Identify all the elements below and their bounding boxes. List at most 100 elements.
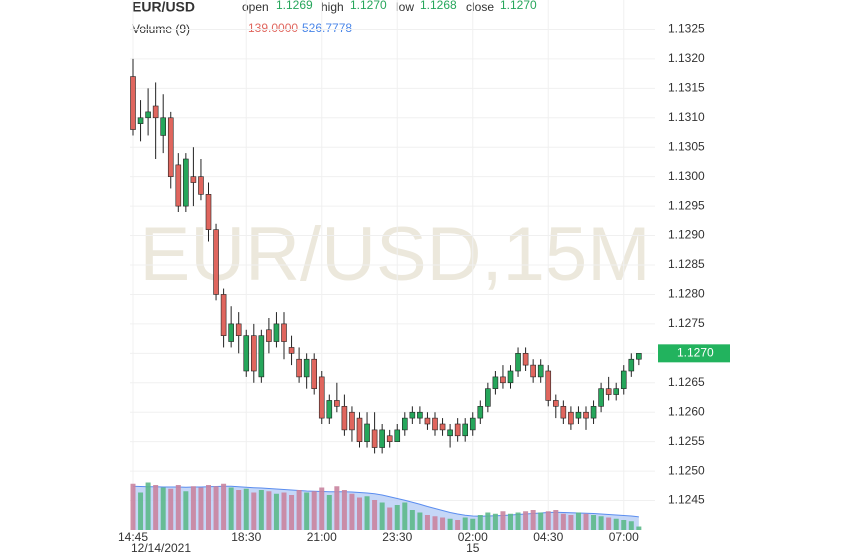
candle-body	[198, 176, 204, 195]
volume-bar	[636, 526, 642, 530]
volume-bar	[402, 502, 408, 530]
volume-bar	[130, 483, 136, 530]
candle-body	[454, 423, 461, 437]
volume-bar	[190, 486, 196, 530]
volume-bar	[311, 491, 317, 530]
candle-body	[537, 364, 544, 378]
last-price-label: 1.1270	[677, 346, 714, 360]
candle-body	[394, 429, 401, 442]
candle-body	[145, 111, 151, 119]
candle-body	[636, 353, 642, 360]
volume-bar	[206, 485, 211, 530]
y-tick-label: 1.1310	[668, 110, 705, 124]
y-tick-label: 1.1325	[668, 22, 705, 36]
x-tick-label: 18:30	[231, 530, 261, 544]
volume-bar	[349, 493, 355, 530]
volume-bar	[628, 521, 634, 530]
candle-body	[175, 164, 182, 207]
chart-title: EUR/USD	[132, 0, 195, 15]
candle-body	[613, 388, 620, 395]
candle-body	[522, 353, 529, 366]
candle-body	[235, 323, 242, 336]
y-tick-label: 1.1275	[668, 316, 705, 330]
volume-bar	[538, 512, 544, 530]
volume-bar	[281, 492, 287, 530]
volume-bar	[153, 485, 159, 530]
volume-bar	[296, 490, 302, 530]
candle-body	[424, 417, 431, 425]
volume-bar	[455, 520, 461, 530]
volume-bar	[357, 497, 362, 530]
candle-body	[364, 423, 370, 442]
candle-body	[296, 358, 302, 378]
candle-body	[190, 176, 197, 183]
candle-body	[220, 294, 227, 336]
header-label: close	[466, 0, 494, 14]
candle-body	[605, 388, 612, 395]
candle-body	[349, 411, 355, 431]
volume-bar	[462, 517, 468, 530]
candle-body	[462, 423, 469, 437]
last-price-tag	[658, 344, 730, 363]
volume-bar	[477, 515, 483, 530]
y-tick-label: 1.1290	[668, 228, 705, 242]
volume-bar	[273, 493, 279, 530]
volume-bar	[326, 495, 332, 530]
y-tick-label: 1.1260	[668, 404, 705, 418]
volume-bar	[175, 485, 181, 530]
y-tick-label: 1.1255	[668, 434, 705, 448]
volume-bar	[364, 496, 370, 530]
candle-body	[228, 323, 234, 342]
volume-bar	[258, 490, 264, 530]
volume-bar	[198, 487, 204, 530]
volume-bar	[387, 507, 393, 530]
volume-ma-value: 526.7778	[302, 21, 352, 35]
candle-body	[251, 335, 257, 372]
candle-body	[628, 358, 635, 372]
candle-body	[379, 429, 385, 448]
candle-body	[492, 376, 499, 389]
volume-bar	[598, 516, 604, 530]
candle-body	[303, 358, 310, 378]
volume-bar	[606, 517, 612, 530]
y-tick-label: 1.1300	[668, 169, 705, 183]
candle-body	[288, 347, 295, 354]
volume-bar	[213, 486, 219, 530]
y-tick-label: 1.1280	[668, 287, 705, 301]
candle-body	[500, 376, 506, 384]
header-value: 1.1269	[276, 0, 313, 12]
volume-bar	[485, 512, 491, 530]
candle-body	[341, 406, 348, 431]
volume-bar	[508, 513, 513, 530]
candle-body	[243, 335, 250, 372]
volume-bar	[409, 510, 415, 530]
candle-body	[530, 364, 536, 378]
candle-body	[583, 411, 589, 419]
candle-body	[515, 353, 521, 372]
y-tick-label: 1.1305	[668, 139, 705, 153]
volume-bar	[236, 490, 242, 530]
y-tick-label: 1.1245	[668, 493, 705, 507]
volume-bar	[304, 492, 310, 530]
candle-body	[477, 406, 484, 419]
candle-body	[213, 229, 219, 295]
watermark: EUR/USD,15M	[140, 212, 651, 297]
volume-bar	[160, 487, 166, 530]
candle-body	[432, 417, 438, 431]
volume-bar	[575, 512, 581, 530]
volume-bar	[470, 518, 476, 530]
candle-body	[311, 358, 318, 389]
volume-bar	[251, 492, 257, 530]
volume-bar	[372, 500, 378, 530]
volume-bar	[341, 490, 347, 530]
volume-bar	[417, 512, 423, 530]
volume-bar	[560, 513, 566, 530]
x-tick-label: 14:45	[118, 530, 148, 544]
candle-body	[620, 370, 627, 389]
volume-bar	[500, 511, 506, 530]
candle-body	[334, 400, 340, 407]
candle-body	[137, 117, 144, 124]
x-tick-label: 02:00	[458, 530, 488, 544]
